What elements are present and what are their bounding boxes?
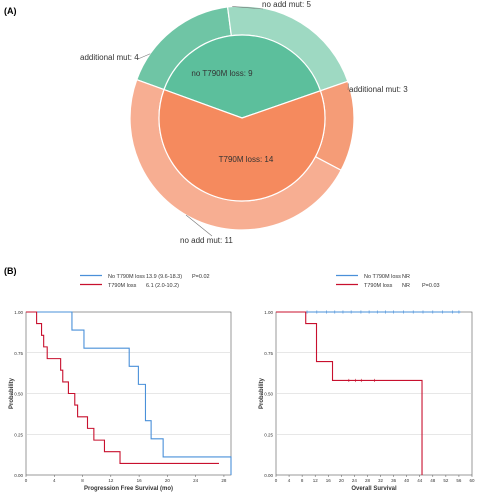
x-tick-label: 28 (365, 478, 371, 483)
x-tick-label: 16 (326, 478, 332, 483)
legend-name-0: No T790M loss (108, 274, 145, 280)
panel-a-label: (A) (4, 6, 17, 16)
y-tick-label: 0.25 (14, 432, 23, 437)
x-tick-label: 0 (25, 478, 28, 483)
series-line-1 (26, 311, 219, 464)
y-tick-label: 1.00 (14, 310, 23, 315)
x-tick-label: 36 (391, 478, 397, 483)
x-tick-label: 48 (430, 478, 436, 483)
x-tick-label: 28 (221, 478, 227, 483)
outer-label-3: no add mut: 11 (180, 236, 233, 245)
x-tick-label: 56 (456, 478, 462, 483)
legend-name-0: No T790M loss (364, 274, 401, 280)
y-tick-label: 1.00 (264, 310, 273, 315)
x-tick-label: 32 (378, 478, 384, 483)
x-tick-label: 20 (165, 478, 171, 483)
leader-line-1 (232, 6, 264, 10)
x-tick-label: 20 (339, 478, 345, 483)
y-tick-label: 0.25 (264, 432, 273, 437)
y-axis-label: Probability (9, 377, 15, 409)
x-axis-label: Progression Free Survival (mo) (84, 486, 173, 492)
pfs-km-chart: No T790M loss 13.9 (9.6-18.3) P=0.02 T790M … (9, 274, 232, 492)
leader-line-0 (137, 53, 151, 60)
outer-label-0: additional mut: 4 (80, 53, 139, 62)
y-tick-label: 0.75 (264, 351, 273, 356)
x-tick-label: 24 (352, 478, 358, 483)
inner-slice-0 (163, 34, 322, 119)
x-tick-label: 4 (288, 478, 291, 483)
inner-label-0: no T790M loss: 9 (191, 69, 253, 78)
legend-name-1: T790M loss (364, 283, 393, 289)
x-tick-label: 8 (81, 478, 84, 483)
y-tick-label: 0.50 (14, 392, 23, 397)
legend-stat-1: NR (402, 283, 410, 289)
series-line-0 (26, 311, 232, 475)
y-axis-label: Probability (259, 377, 265, 409)
x-tick-label: 24 (193, 478, 199, 483)
os-km-chart: No T790M loss NR T790M loss NR P=0.03 0.00 0.2… (259, 274, 475, 492)
x-tick-label: 44 (417, 478, 423, 483)
outer-label-2: additional mut: 3 (349, 85, 408, 94)
x-axis-label: Overall Survival (351, 486, 397, 492)
y-tick-label: 0.00 (264, 473, 273, 478)
x-tick-label: 16 (137, 478, 143, 483)
panel-b-label: (B) (4, 266, 17, 276)
y-tick-label: 0.50 (264, 392, 273, 397)
inner-label-1: T790M loss: 14 (219, 155, 274, 164)
x-tick-label: 12 (313, 478, 319, 483)
x-tick-label: 60 (469, 478, 475, 483)
legend-stat-0: NR (402, 274, 410, 280)
legend-stat-1: 6.1 (2.0-10.2) (146, 283, 179, 289)
outer-label-1: no add mut: 5 (262, 0, 311, 9)
nested-donut-chart: no T790M loss: 9 T790M loss: 14 additional… (80, 0, 408, 245)
y-tick-label: 0.75 (14, 351, 23, 356)
x-tick-label: 4 (53, 478, 56, 483)
legend-p-0: P=0.02 (192, 274, 210, 280)
legend-name-1: T790M loss (108, 283, 137, 289)
x-tick-label: 8 (301, 478, 304, 483)
leader-line-2 (347, 83, 349, 91)
x-tick-label: 40 (404, 478, 410, 483)
y-tick-label: 0.00 (14, 473, 23, 478)
legend-stat-0: 13.9 (9.6-18.3) (146, 274, 182, 280)
legend-p-1: P=0.03 (422, 283, 440, 289)
series-line-1 (276, 311, 423, 475)
x-tick-label: 0 (275, 478, 278, 483)
x-tick-label: 12 (108, 478, 114, 483)
inner-slice-1 (158, 88, 326, 202)
leader-line-3 (185, 214, 213, 237)
x-tick-label: 52 (443, 478, 449, 483)
